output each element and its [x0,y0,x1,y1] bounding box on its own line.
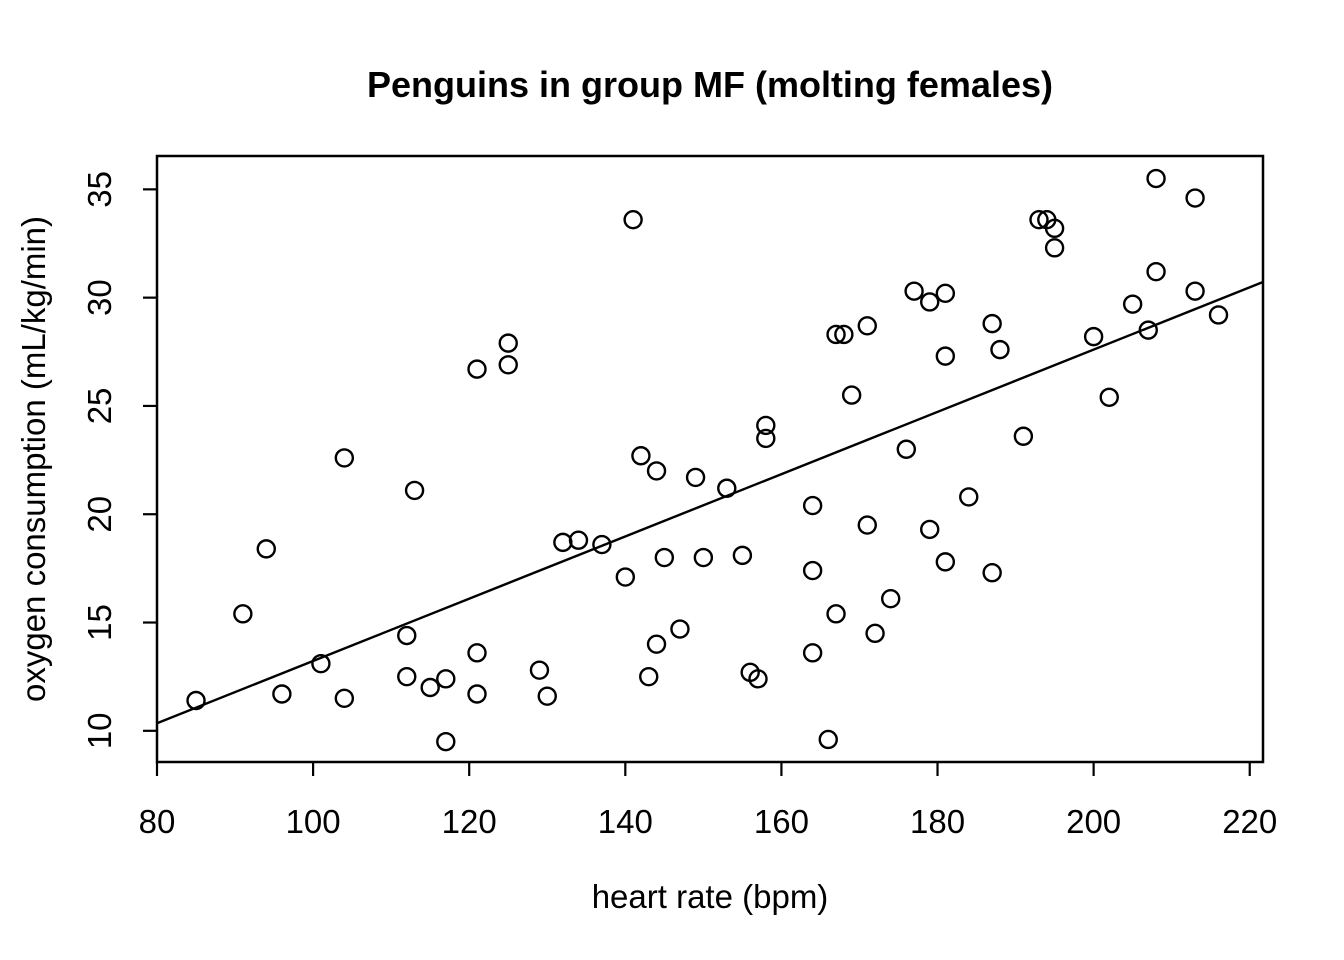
data-point [467,684,487,704]
data-point [467,359,487,379]
data-point [1208,305,1229,325]
data-point [646,461,667,481]
data-point [186,690,206,711]
data-point [592,534,612,555]
y-axis-ticks: 10 15 20 25 30 35 [81,171,157,749]
data-point [334,448,355,468]
x-tick-label: 200 [1066,803,1121,840]
y-axis-label: oxygen consumption (mL/kg/min) [15,216,52,702]
data-point [990,339,1010,360]
data-point [865,623,885,644]
data-point [568,530,589,550]
data-point [920,292,940,312]
x-axis-label: heart rate (bpm) [592,878,829,915]
data-point [685,467,706,488]
data-point [670,619,690,639]
regression-line [156,280,1264,725]
data-point [802,560,823,581]
x-tick-label: 180 [910,803,965,840]
data-point [959,487,979,507]
data-point [1185,281,1205,301]
data-point [334,688,355,709]
data-point [1122,294,1143,314]
x-axis-ticks: 80 100 120 140 160 180 200 220 [139,762,1277,840]
data-point [404,480,425,501]
data-point [880,588,901,609]
data-point [436,731,456,752]
data-point [420,677,440,698]
data-point [732,545,753,566]
data-point [498,355,518,375]
data-point [826,604,846,624]
y-tick-label: 25 [81,388,118,425]
data-point [654,547,675,568]
data-point [615,567,636,587]
data-point [818,729,838,750]
data-point [631,446,651,466]
data-point [1138,320,1158,340]
x-tick-label: 100 [286,803,341,840]
x-tick-label: 120 [442,803,497,840]
data-point [1044,218,1065,239]
data-point [717,478,737,498]
data-point [826,324,846,345]
y-tick-label: 35 [81,171,118,208]
data-point [537,686,557,706]
data-point [857,316,877,336]
x-tick-label: 140 [598,803,653,840]
data-point [920,519,940,540]
data-point [693,547,714,568]
data-point [802,643,823,663]
data-point [436,669,456,689]
data-point [397,625,417,646]
data-point [1044,238,1065,258]
data-point [748,669,768,689]
data-point [1029,209,1049,230]
data-point [756,415,776,436]
data-point [397,666,417,687]
data-point [982,313,1002,334]
data-point [529,660,550,680]
data-point [857,515,877,535]
data-point [935,346,956,366]
data-point [756,428,776,449]
data-point [1185,188,1205,208]
data-point [834,324,854,345]
data-point [1083,326,1104,347]
plot-box [155,154,1265,764]
x-tick-label: 220 [1222,803,1277,840]
data-point [802,495,823,516]
data-point [896,439,917,459]
data-point [553,532,573,553]
data-point [1146,261,1166,282]
data-point [841,385,862,405]
data-point [272,684,292,704]
data-point [1099,387,1119,407]
y-tick-label: 20 [81,496,118,533]
x-tick-label: 80 [139,803,176,840]
data-point [233,604,253,624]
fit-line-group [156,280,1264,725]
data-point [1013,426,1034,446]
y-tick-label: 10 [81,712,118,749]
data-point [467,643,487,663]
data-point [935,552,956,572]
chart-title: Penguins in group MF (molting females) [367,64,1053,105]
data-point [623,209,643,230]
y-tick-label: 15 [81,604,118,641]
data-points-group [186,168,1229,752]
data-point [982,563,1002,583]
data-point [498,333,518,353]
y-tick-label: 30 [81,279,118,316]
data-point [904,281,924,301]
data-point [639,666,659,687]
data-point [935,283,956,304]
data-point [256,539,276,559]
x-tick-label: 160 [754,803,809,840]
data-point [646,634,667,654]
data-point [311,653,331,674]
data-point [1146,168,1166,189]
